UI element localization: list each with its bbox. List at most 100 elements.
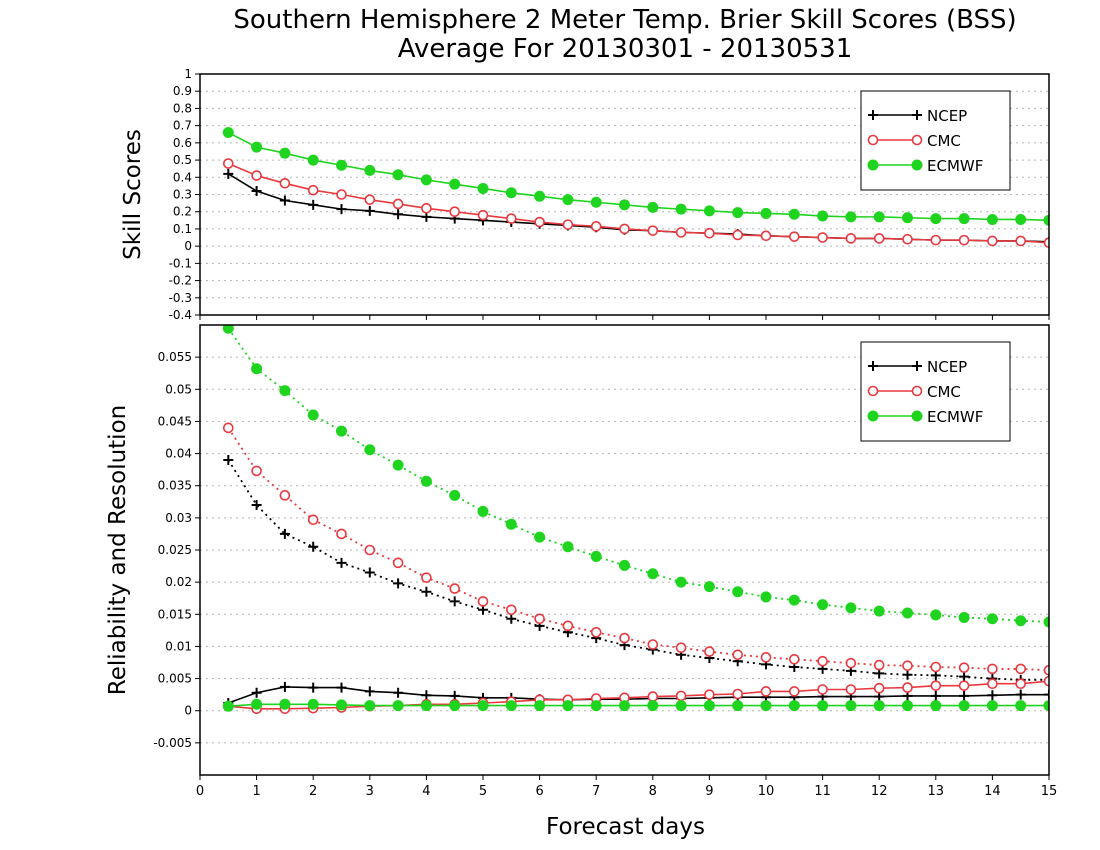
plus-marker	[393, 578, 404, 589]
y-tick-label: 0.005	[158, 672, 192, 686]
open-circle-marker	[1043, 237, 1049, 248]
filled-circle-marker	[930, 609, 942, 621]
filled-circle-marker	[760, 591, 772, 603]
series-line	[228, 703, 1049, 708]
series-ecmwf-solid	[222, 698, 1049, 712]
legend-item-ecmwf: ECMWF	[867, 157, 983, 175]
filled-circle-marker	[911, 159, 923, 171]
open-circle-marker	[788, 686, 800, 697]
open-circle-marker	[251, 170, 262, 181]
open-circle-marker	[987, 235, 998, 247]
y-axis-label: Reliability and Resolution	[105, 405, 131, 695]
plus-marker	[279, 195, 290, 206]
x-tick-label: 14	[984, 784, 1001, 799]
open-circle-marker	[336, 528, 347, 540]
filled-circle-marker	[1015, 213, 1027, 225]
legend-item-ecmwf: ECMWF	[867, 408, 983, 426]
filled-circle-marker	[307, 409, 319, 421]
filled-circle-marker	[420, 700, 432, 712]
open-circle-marker	[1015, 678, 1027, 690]
open-circle-marker	[477, 596, 489, 607]
filled-circle-marker	[590, 550, 602, 562]
x-tick-label: 11	[814, 784, 831, 799]
filled-circle-marker	[675, 700, 687, 712]
filled-circle-marker	[845, 602, 857, 614]
x-axis-label: Forecast days	[546, 814, 705, 840]
legend-box	[860, 90, 1011, 191]
open-circle-marker	[732, 688, 744, 700]
open-circle-marker	[845, 684, 857, 695]
series-cmc-solid	[223, 675, 1049, 715]
x-tick-label: 15	[1041, 784, 1058, 799]
filled-circle-marker	[1015, 615, 1027, 627]
filled-circle-marker	[817, 700, 829, 712]
plus-marker	[336, 557, 347, 568]
open-circle-marker	[647, 691, 659, 702]
open-circle-marker	[732, 229, 744, 241]
plus-marker	[223, 168, 234, 179]
open-circle-marker	[760, 686, 772, 697]
plus-marker	[308, 199, 319, 210]
open-circle-marker	[732, 649, 744, 661]
open-circle-marker	[902, 682, 913, 693]
open-circle-marker	[930, 234, 942, 246]
open-circle-marker	[364, 194, 376, 205]
filled-circle-marker	[788, 594, 800, 606]
open-circle-marker	[845, 657, 857, 669]
x-tick-label: 1	[252, 784, 260, 799]
filled-circle-marker	[1043, 214, 1049, 226]
open-circle-marker	[873, 659, 885, 671]
filled-circle-marker	[420, 475, 432, 487]
filled-circle-marker	[788, 208, 800, 220]
filled-circle-marker	[505, 187, 517, 199]
plus-marker	[987, 690, 998, 701]
filled-circle-marker	[619, 559, 630, 571]
filled-circle-marker	[477, 700, 489, 712]
plus-marker	[868, 110, 878, 120]
legend-item-ncep: NCEP	[868, 358, 967, 376]
open-circle-marker	[987, 678, 998, 690]
filled-circle-marker	[222, 127, 234, 139]
filled-circle-marker	[392, 700, 404, 712]
y-tick-label: 0.035	[158, 479, 192, 493]
open-circle-marker	[307, 184, 319, 196]
filled-circle-marker	[222, 700, 234, 712]
y-tick-label: 0.4	[173, 170, 192, 184]
series-ncep-dotted	[223, 455, 1049, 685]
plus-marker	[868, 361, 878, 371]
plus-marker	[251, 500, 262, 510]
filled-circle-marker	[336, 159, 347, 171]
open-circle-marker	[364, 544, 376, 556]
legend-item-cmc: CMC	[867, 132, 961, 150]
plus-marker	[912, 361, 922, 371]
plot-frame	[199, 324, 1050, 776]
plus-marker	[223, 455, 234, 465]
open-circle-marker	[449, 206, 461, 218]
filled-circle-marker	[986, 700, 998, 712]
open-circle-marker	[392, 557, 404, 569]
filled-circle-marker	[279, 385, 291, 397]
plus-marker	[308, 682, 319, 693]
open-circle-marker	[1015, 235, 1027, 247]
open-circle-marker	[1043, 664, 1049, 676]
series-line	[227, 427, 1049, 672]
filled-circle-marker	[251, 141, 263, 153]
filled-circle-marker	[817, 599, 829, 611]
open-circle-marker	[279, 490, 291, 501]
filled-circle-marker	[732, 207, 744, 219]
x-tick-label: 12	[871, 784, 888, 799]
filled-circle-marker	[958, 612, 970, 623]
open-circle-marker	[958, 662, 970, 673]
filled-circle-marker	[505, 518, 517, 530]
filled-circle-marker	[477, 505, 489, 517]
y-tick-label: 0.03	[165, 511, 192, 525]
open-circle-marker	[867, 385, 879, 397]
plus-marker	[912, 110, 922, 120]
filled-circle-marker	[867, 410, 879, 422]
open-circle-marker	[911, 134, 923, 146]
filled-circle-marker	[534, 531, 546, 543]
open-circle-marker	[704, 227, 715, 239]
legend-label: NCEP	[927, 107, 967, 125]
filled-circle-marker	[930, 700, 942, 712]
